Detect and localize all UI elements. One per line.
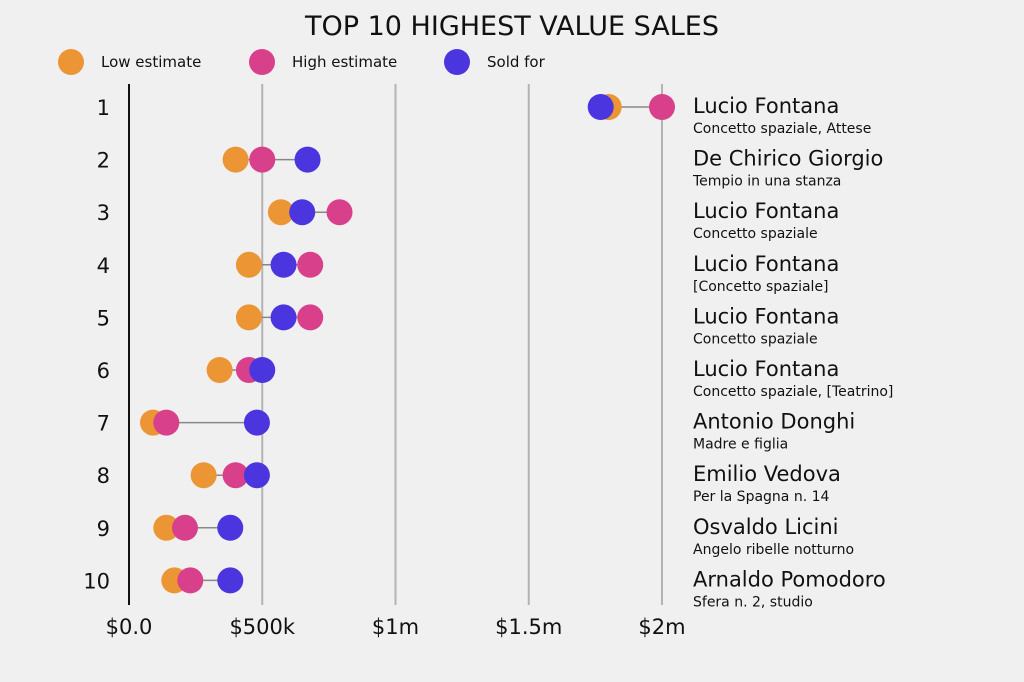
sold-dot xyxy=(289,199,316,226)
low-dot xyxy=(267,199,294,226)
artist-name: Osvaldo Licini xyxy=(693,515,839,539)
x-tick-label: $1m xyxy=(372,615,419,639)
sold-dot xyxy=(217,514,244,541)
artist-name: Lucio Fontana xyxy=(693,304,839,328)
high-dot xyxy=(171,514,198,541)
row-3: 3 Lucio Fontana Concetto spaziale xyxy=(97,199,839,242)
low-dot xyxy=(206,357,233,383)
rank-label: 9 xyxy=(97,517,110,541)
row-1: 1 Lucio Fontana Concetto spaziale, Attese xyxy=(97,94,871,137)
sold-dot xyxy=(270,251,297,278)
sold-dot xyxy=(243,409,270,436)
legend-swatch-low xyxy=(58,49,84,75)
row-2: 2 De Chirico Giorgio Tempio in una stanza xyxy=(97,146,883,190)
artwork-title: Per la Spagna n. 14 xyxy=(693,489,830,505)
high-dot xyxy=(326,199,353,226)
low-dot xyxy=(153,514,180,541)
x-tick-label: $0.0 xyxy=(106,615,153,639)
artist-name: Lucio Fontana xyxy=(693,94,839,118)
artwork-title: Concetto spaziale, [Teatrino] xyxy=(693,384,893,400)
artwork-title: Madre e figlia xyxy=(693,437,788,453)
artwork-title: Sfera n. 2, studio xyxy=(693,594,813,610)
row-10: 10 Arnaldo Pomodoro Sfera n. 2, studio xyxy=(83,567,886,610)
x-tick-label: $2m xyxy=(638,615,685,639)
rank-label: 7 xyxy=(97,412,110,436)
artwork-title: Tempio in una stanza xyxy=(692,174,841,190)
row-4: 4 Lucio Fontana [Concetto spaziale] xyxy=(97,251,839,295)
rank-label: 4 xyxy=(97,254,110,278)
artwork-title: Concetto spaziale, Attese xyxy=(693,121,871,137)
rank-label: 2 xyxy=(97,149,110,173)
high-dot xyxy=(297,304,324,331)
artist-name: De Chirico Giorgio xyxy=(693,147,883,171)
artist-name: Arnaldo Pomodoro xyxy=(693,567,886,591)
legend-swatch-sold xyxy=(444,49,470,75)
gridlines xyxy=(261,84,663,605)
sold-dot xyxy=(270,304,297,331)
legend: Low estimate High estimate Sold for xyxy=(58,49,546,75)
rows: 1 Lucio Fontana Concetto spaziale, Attese 2… xyxy=(83,94,893,610)
rank-label: 3 xyxy=(97,201,110,225)
row-7: 7 Antonio Donghi Madre e figlia xyxy=(97,409,855,453)
low-dot xyxy=(235,251,262,278)
legend-label-sold: Sold for xyxy=(487,53,546,71)
legend-swatch-high xyxy=(249,49,275,75)
high-dot xyxy=(649,94,675,120)
artist-name: Lucio Fontana xyxy=(693,252,839,276)
sold-dot xyxy=(294,146,321,173)
artist-name: Lucio Fontana xyxy=(693,357,839,381)
high-dot xyxy=(222,462,249,489)
x-axis: $0.0 $500k $1m $1.5m $2m xyxy=(106,615,686,639)
x-tick-label: $1.5m xyxy=(495,615,562,639)
legend-label-high: High estimate xyxy=(292,53,397,71)
low-dot xyxy=(190,462,217,489)
row-9: 9 Osvaldo Licini Angelo ribelle notturno xyxy=(97,514,854,558)
sold-dot xyxy=(217,567,244,594)
rank-label: 8 xyxy=(97,464,110,488)
row-5: 5 Lucio Fontana Concetto spaziale xyxy=(97,304,839,347)
artwork-title: Angelo ribelle notturno xyxy=(693,542,854,558)
high-dot xyxy=(297,251,324,278)
sold-dot xyxy=(243,462,270,489)
high-dot xyxy=(249,146,276,173)
high-dot xyxy=(153,409,180,436)
high-dot xyxy=(177,567,204,594)
low-dot xyxy=(222,146,249,173)
artist-name: Antonio Donghi xyxy=(693,410,855,434)
artist-name: Emilio Vedova xyxy=(693,462,841,486)
row-6: 6 Lucio Fontana Concetto spaziale, [Teatri… xyxy=(97,357,893,400)
legend-label-low: Low estimate xyxy=(101,53,201,71)
rank-label: 6 xyxy=(97,359,110,383)
artwork-title: Concetto spaziale xyxy=(693,331,818,347)
sold-dot xyxy=(249,357,276,383)
rank-label: 1 xyxy=(97,96,110,120)
low-dot xyxy=(235,304,262,331)
artwork-title: [Concetto spaziale] xyxy=(693,279,829,295)
rank-label: 5 xyxy=(97,306,110,330)
sold-dot xyxy=(587,94,614,120)
chart-title: TOP 10 HIGHEST VALUE SALES xyxy=(304,11,719,42)
rank-label: 10 xyxy=(83,569,110,593)
x-tick-label: $500k xyxy=(229,615,295,639)
row-8: 8 Emilio Vedova Per la Spagna n. 14 xyxy=(97,462,841,505)
artwork-title: Concetto spaziale xyxy=(693,226,818,242)
artist-name: Lucio Fontana xyxy=(693,199,839,223)
